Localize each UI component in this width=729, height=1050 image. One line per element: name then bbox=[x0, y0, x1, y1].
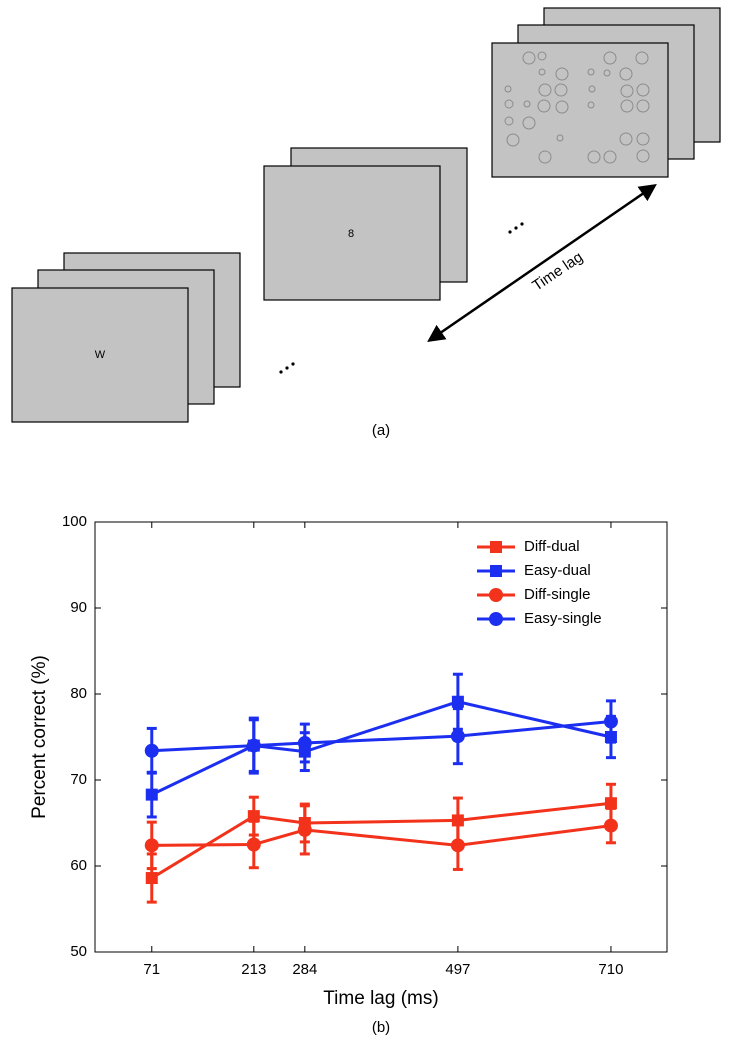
arrow-label: Time lag bbox=[529, 249, 586, 295]
marker bbox=[145, 788, 158, 801]
marker bbox=[490, 565, 502, 577]
marker bbox=[297, 736, 312, 751]
diagram: W 8 Time lag (a) bbox=[11, 7, 721, 439]
y-tick-label: 100 bbox=[62, 513, 87, 530]
marker bbox=[451, 695, 464, 708]
series-line bbox=[150, 801, 612, 880]
legend-label: Easy-dual bbox=[524, 562, 591, 579]
x-tick-label: 710 bbox=[598, 961, 623, 978]
marker bbox=[603, 818, 618, 833]
x-tick-label: 213 bbox=[241, 961, 266, 978]
plot-frame bbox=[94, 521, 668, 953]
caption: (a) bbox=[372, 422, 390, 439]
legend-label: Diff-dual bbox=[524, 538, 580, 555]
time-lag-arrow bbox=[427, 184, 657, 342]
legend-label: Easy-single bbox=[524, 610, 602, 627]
marker bbox=[489, 612, 503, 626]
marker bbox=[450, 838, 465, 853]
marker bbox=[490, 541, 502, 553]
marker bbox=[297, 822, 312, 837]
marker bbox=[603, 714, 618, 729]
frame bbox=[491, 42, 669, 178]
marker bbox=[604, 797, 617, 810]
marker bbox=[144, 838, 159, 853]
marker bbox=[145, 872, 158, 885]
marker bbox=[489, 588, 503, 602]
marker bbox=[144, 743, 159, 758]
y-tick-label: 90 bbox=[70, 599, 87, 616]
caption: (b) bbox=[372, 1019, 390, 1036]
x-tick-label: 71 bbox=[143, 961, 160, 978]
y-tick-label: 60 bbox=[70, 857, 87, 874]
x-axis-label: Time lag (ms) bbox=[323, 988, 438, 1009]
marker bbox=[246, 837, 261, 852]
y-tick-label: 70 bbox=[70, 771, 87, 788]
marker bbox=[247, 810, 260, 823]
x-tick-label: 284 bbox=[292, 961, 317, 978]
y-tick-label: 80 bbox=[70, 685, 87, 702]
marker bbox=[450, 729, 465, 744]
marker bbox=[246, 738, 261, 753]
y-tick-label: 50 bbox=[70, 943, 87, 960]
y-axis-label: Percent correct (%) bbox=[29, 655, 50, 819]
chart: Time lag (ms) Percent correct (%) (b) 50… bbox=[29, 513, 668, 1036]
frame bbox=[11, 287, 189, 423]
legend-label: Diff-single bbox=[524, 586, 590, 603]
frame bbox=[263, 165, 441, 301]
frame-label: W bbox=[95, 349, 106, 361]
circle-stimulus bbox=[504, 51, 650, 164]
frame-label: 8 bbox=[348, 228, 354, 240]
x-tick-label: 497 bbox=[445, 961, 470, 978]
